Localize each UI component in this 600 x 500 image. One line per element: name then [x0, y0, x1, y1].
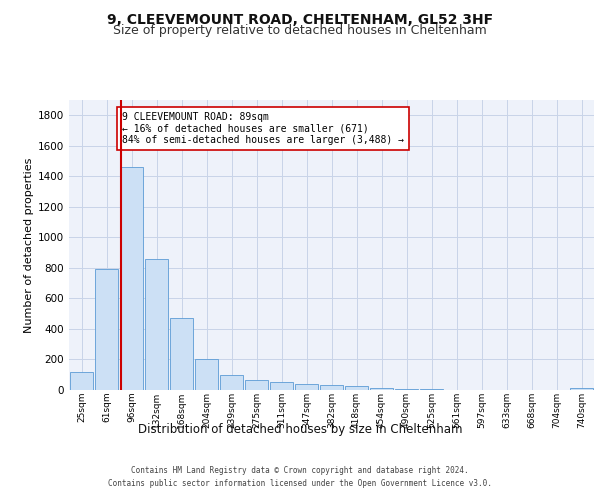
Text: Contains HM Land Registry data © Crown copyright and database right 2024.
Contai: Contains HM Land Registry data © Crown c… [108, 466, 492, 487]
Text: 9, CLEEVEMOUNT ROAD, CHELTENHAM, GL52 3HF: 9, CLEEVEMOUNT ROAD, CHELTENHAM, GL52 3H… [107, 12, 493, 26]
Bar [395, 389, 418, 390]
Bar [195, 360, 218, 390]
Bar [70, 372, 93, 390]
Bar [145, 258, 168, 390]
Text: Distribution of detached houses by size in Cheltenham: Distribution of detached houses by size … [138, 422, 462, 436]
Bar [570, 388, 593, 390]
Bar [320, 386, 343, 390]
Bar [370, 388, 393, 390]
Bar [220, 374, 243, 390]
Bar [245, 380, 268, 390]
Bar [270, 382, 293, 390]
Bar [345, 386, 368, 390]
Bar [95, 268, 118, 390]
Bar [170, 318, 193, 390]
Bar [120, 167, 143, 390]
Y-axis label: Number of detached properties: Number of detached properties [24, 158, 34, 332]
Text: 9 CLEEVEMOUNT ROAD: 89sqm
← 16% of detached houses are smaller (671)
84% of semi: 9 CLEEVEMOUNT ROAD: 89sqm ← 16% of detac… [122, 112, 404, 146]
Bar [420, 389, 443, 390]
Bar [295, 384, 318, 390]
Text: Size of property relative to detached houses in Cheltenham: Size of property relative to detached ho… [113, 24, 487, 37]
